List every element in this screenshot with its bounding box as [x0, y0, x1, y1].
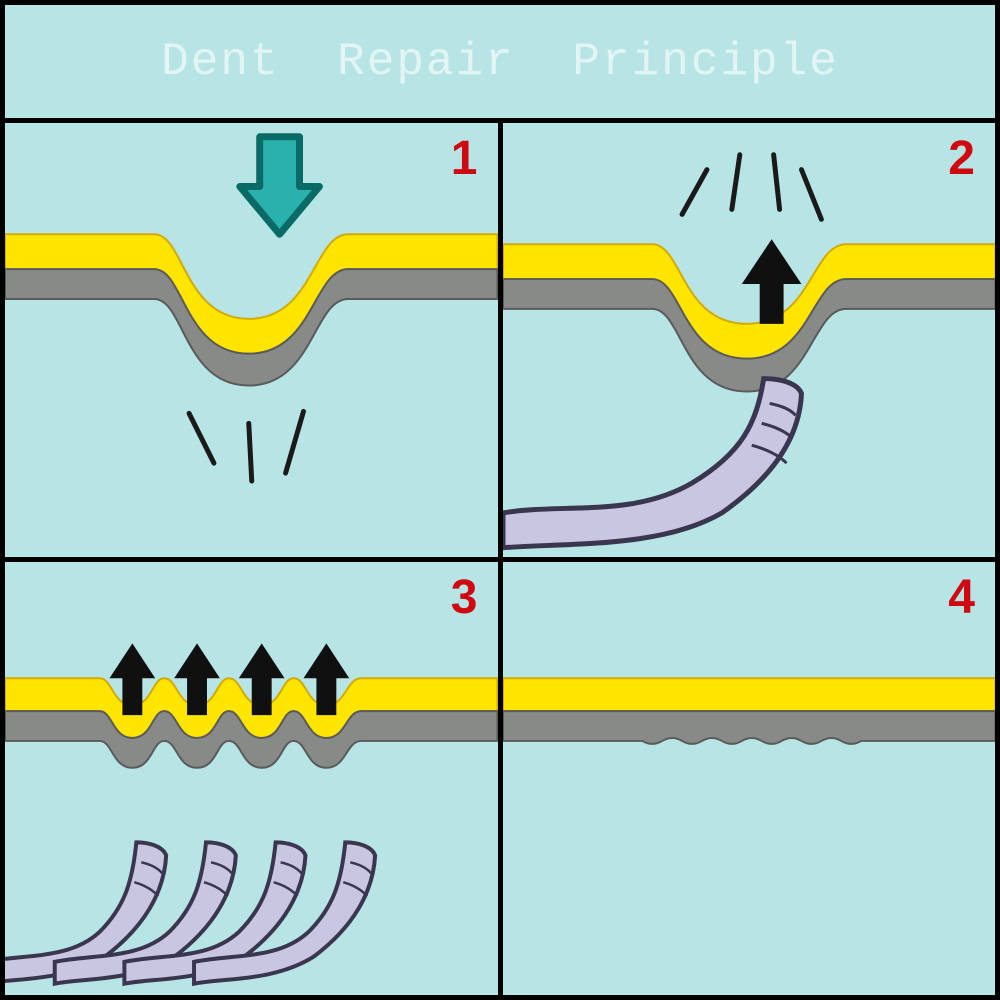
layer-yellow	[503, 678, 996, 711]
repair-tool-icon	[503, 379, 801, 548]
impact-lines	[189, 411, 303, 481]
diagram-title: Dent Repair Principle	[161, 36, 839, 88]
panel-2: 2	[503, 123, 996, 557]
panel-number: 3	[451, 570, 478, 625]
scene-4	[503, 562, 996, 996]
panel-number: 2	[948, 131, 975, 186]
scene-1	[5, 123, 498, 557]
impact-lines	[682, 155, 821, 220]
scene-2	[503, 123, 996, 557]
scene-3	[5, 562, 498, 996]
panel-4: 4	[503, 562, 996, 996]
panel-number: 1	[451, 131, 478, 186]
header: Dent Repair Principle	[5, 5, 995, 123]
panel-number: 4	[948, 570, 975, 625]
panel-3: 3	[5, 562, 498, 996]
repair-tools	[5, 842, 375, 983]
diagram-container: Dent Repair Principle 1	[0, 0, 1000, 1000]
layer-grey	[503, 711, 996, 744]
impact-arrow-icon	[240, 137, 320, 235]
panel-grid: 1 2	[5, 123, 995, 995]
panel-1: 1	[5, 123, 498, 557]
